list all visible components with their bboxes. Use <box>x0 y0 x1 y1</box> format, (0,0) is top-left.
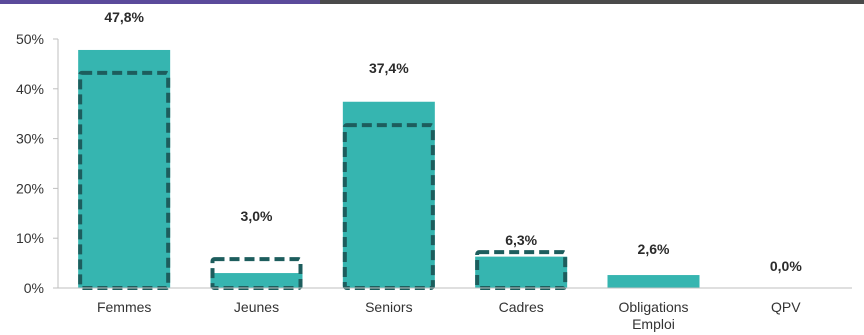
top-bar <box>0 0 864 4</box>
y-axis: 0% 10% 20% 30% 40% 50% <box>16 31 59 296</box>
data-labels: 47,8% 3,0% 37,4% 6,3% 2,6% 0,0% <box>104 9 802 274</box>
data-label: 47,8% <box>104 9 144 25</box>
x-tick-label: Obligations Emploi <box>618 299 688 332</box>
x-tick-label: Femmes <box>97 299 151 315</box>
bar <box>210 273 303 288</box>
y-tick-label: 50% <box>16 31 44 47</box>
y-tick-label: 10% <box>16 230 44 246</box>
bar <box>607 275 700 288</box>
data-label: 37,4% <box>369 60 409 76</box>
x-tick-label: Jeunes <box>234 299 279 315</box>
y-tick-label: 20% <box>16 180 44 196</box>
y-tick-label: 30% <box>16 131 44 147</box>
data-label: 0,0% <box>770 258 802 274</box>
x-tick-label: Cadres <box>499 299 544 315</box>
y-tick-label: 0% <box>24 280 44 296</box>
bar <box>342 101 435 288</box>
data-label: 3,0% <box>241 208 273 224</box>
data-label: 2,6% <box>638 241 670 257</box>
x-tick-label: Seniors <box>365 299 412 315</box>
x-tick-label: QPV <box>771 299 801 315</box>
top-bar-accent <box>0 0 320 4</box>
y-tick-label: 40% <box>16 81 44 97</box>
bar <box>475 256 568 288</box>
bar <box>78 49 171 289</box>
x-axis: Femmes Jeunes Seniors Cadres Obligations Empl… <box>58 287 852 332</box>
bars <box>78 49 700 289</box>
data-label: 6,3% <box>505 232 537 248</box>
